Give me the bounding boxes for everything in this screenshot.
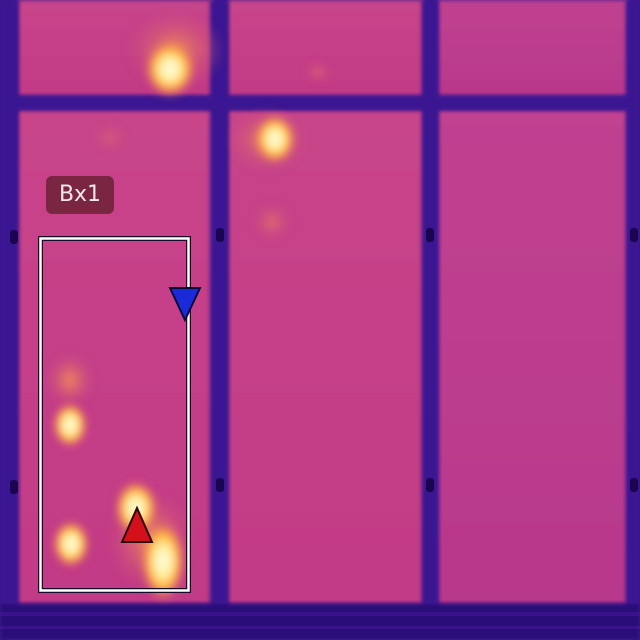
box-label: Bx1 — [46, 176, 114, 214]
panel — [438, 110, 628, 604]
min-temperature-marker — [168, 287, 202, 323]
measurement-box[interactable] — [38, 236, 191, 593]
solar-panels — [18, 0, 628, 604]
max-temperature-marker — [120, 505, 154, 543]
panel — [438, 0, 628, 96]
hot-spots — [52, 40, 296, 602]
panel — [228, 110, 424, 604]
